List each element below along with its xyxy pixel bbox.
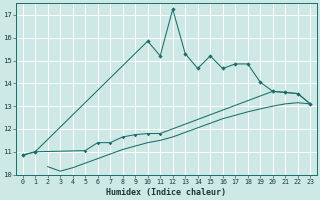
X-axis label: Humidex (Indice chaleur): Humidex (Indice chaleur) (107, 188, 227, 197)
